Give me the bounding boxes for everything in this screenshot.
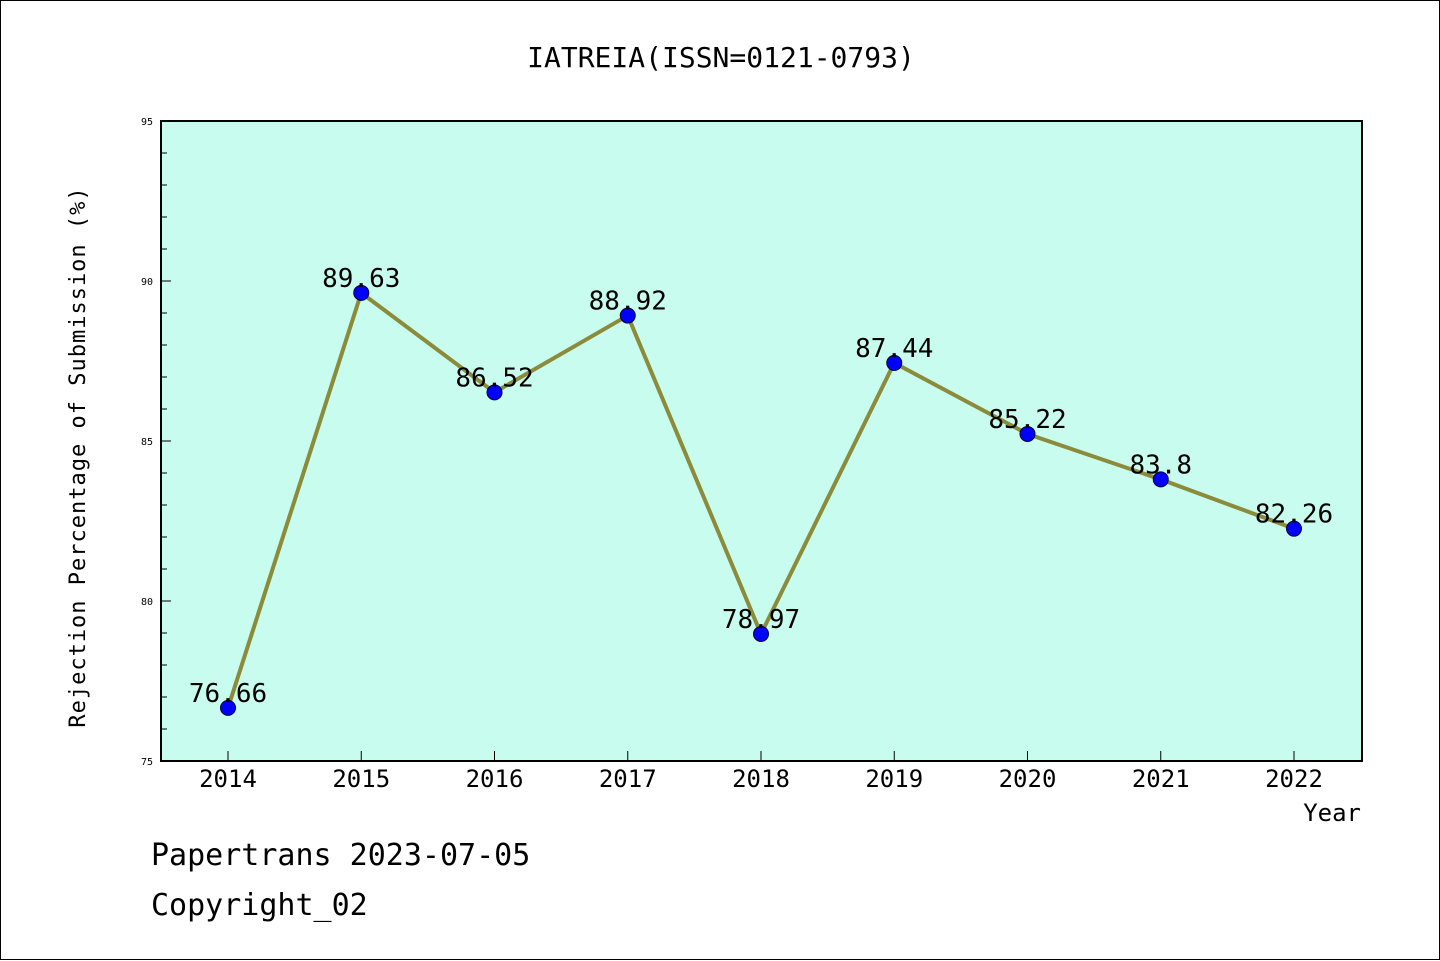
series-group xyxy=(220,284,1302,716)
data-labels: 76.66 89.63 86.52 88.92 78.97 87.44 85.22 83.8 8… xyxy=(189,264,1333,709)
x-tick-label: 2020 xyxy=(999,765,1057,793)
data-label: 78.97 xyxy=(722,605,800,635)
data-point xyxy=(1152,471,1169,488)
y-tick-label: 75 xyxy=(141,757,153,768)
data-label: 85.22 xyxy=(988,405,1066,435)
data-point xyxy=(1019,425,1036,442)
data-point xyxy=(486,384,503,401)
data-point xyxy=(886,354,903,371)
data-point xyxy=(619,307,636,324)
data-label: 87.44 xyxy=(855,334,933,364)
data-point xyxy=(753,625,769,642)
x-tick-label: 2016 xyxy=(466,765,524,793)
y-axis-ticks: 75 80 85 90 95 xyxy=(141,117,171,768)
y-tick-label: 95 xyxy=(141,117,153,128)
y-axis-label: Rejection Percentage of Submission (%) xyxy=(66,186,91,727)
footer-date: Papertrans 2023-07-05 xyxy=(151,838,530,873)
y-tick-label: 80 xyxy=(141,597,153,608)
footer-copyright: Copyright_02 xyxy=(151,888,368,923)
data-label: 86.52 xyxy=(455,363,533,393)
data-label: 76.66 xyxy=(189,679,267,709)
x-tick-label: 2018 xyxy=(732,765,790,793)
y-tick-label: 90 xyxy=(141,277,153,288)
data-label: 89.63 xyxy=(322,264,400,294)
data-label: 83.8 xyxy=(1129,450,1192,480)
data-label: 88.92 xyxy=(589,287,667,317)
x-tick-label: 2017 xyxy=(599,765,657,793)
data-point xyxy=(220,699,236,716)
x-tick-label: 2022 xyxy=(1265,765,1323,793)
chart-title: IATREIA(ISSN=0121-0793) xyxy=(527,41,915,74)
x-tick-label: 2021 xyxy=(1132,765,1190,793)
x-tick-label: 2019 xyxy=(865,765,923,793)
x-axis-ticks: 2014 2015 2016 2017 2018 2019 2020 2021 2022 xyxy=(199,751,1323,793)
data-label: 82.26 xyxy=(1255,500,1333,530)
y-tick-label: 85 xyxy=(141,437,153,448)
plot-area xyxy=(160,120,1363,762)
x-axis-label: Year xyxy=(1303,799,1361,827)
x-tick-label: 2014 xyxy=(199,765,257,793)
data-point xyxy=(1286,520,1302,537)
x-tick-label: 2015 xyxy=(332,765,390,793)
data-point xyxy=(353,284,370,301)
